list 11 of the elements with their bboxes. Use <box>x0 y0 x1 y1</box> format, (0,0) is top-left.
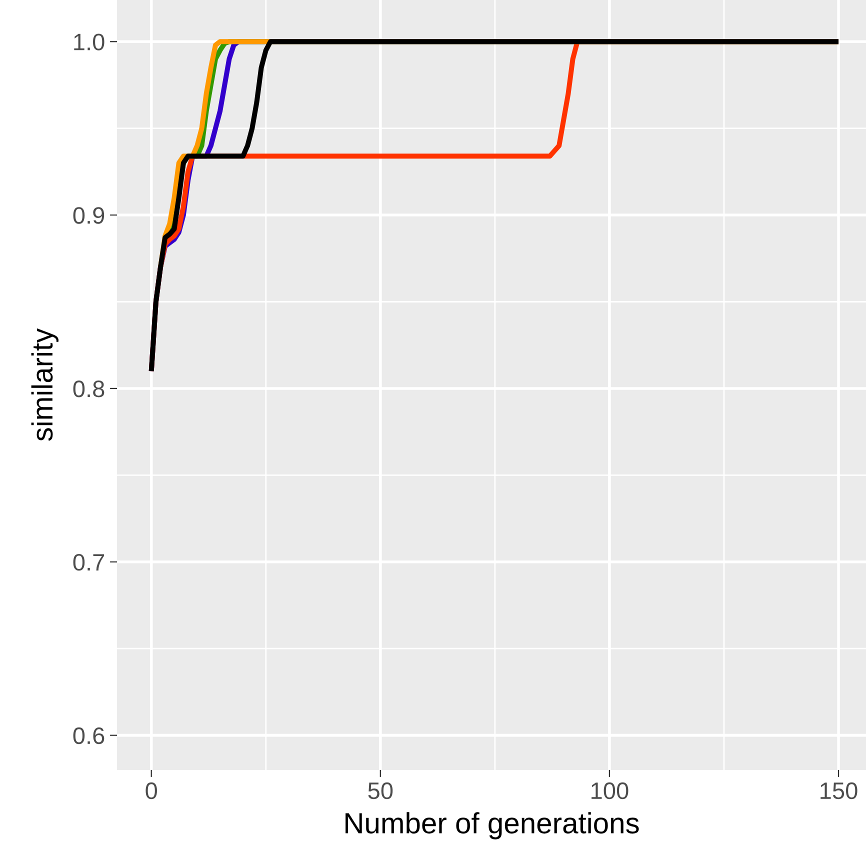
y-tick-label: 0.9 <box>73 207 104 224</box>
y-tick-label: 0.7 <box>73 554 104 571</box>
y-tick-label: 0.6 <box>73 727 104 744</box>
y-tick-label: 1.0 <box>74 34 104 50</box>
x-tick-label: 50 <box>368 782 393 800</box>
y-tick-label: 0.8 <box>73 380 104 398</box>
x-axis-title: Number of generations <box>346 812 639 840</box>
x-tick-label: 150 <box>820 782 858 800</box>
y-axis-title: similarity <box>31 328 58 441</box>
x-tick-label: 0 <box>146 782 157 800</box>
x-tick-label: 100 <box>592 782 628 800</box>
